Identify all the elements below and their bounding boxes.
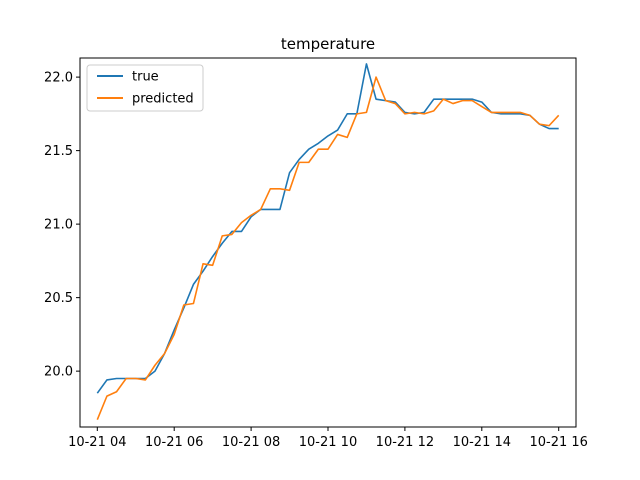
y-tick-label: 22.0 bbox=[44, 71, 73, 86]
x-tick-label: 10-21 04 bbox=[68, 435, 126, 450]
axes-frame bbox=[79, 57, 577, 428]
y-tick-label: 20.5 bbox=[44, 291, 73, 306]
x-tick-label: 10-21 14 bbox=[453, 435, 511, 450]
y-tick-label: 20.0 bbox=[44, 365, 73, 380]
y-tick-label: 21.0 bbox=[44, 218, 73, 233]
legend-label-predicted: predicted bbox=[132, 92, 194, 107]
plot-area bbox=[96, 63, 560, 420]
y-axis: 20.0 20.5 21.0 21.5 22.0 bbox=[44, 71, 80, 380]
legend: true predicted bbox=[86, 64, 204, 112]
x-tick-label: 10-21 10 bbox=[299, 435, 357, 450]
x-axis: 10-21 04 10-21 06 10-21 08 10-21 10 10-21 12… bbox=[68, 427, 588, 450]
y-tick-label: 21.5 bbox=[44, 144, 73, 159]
x-tick-label: 10-21 12 bbox=[376, 435, 434, 450]
legend-label-true: true bbox=[132, 70, 159, 85]
x-tick-label: 10-21 06 bbox=[145, 435, 203, 450]
x-tick-label: 10-21 16 bbox=[529, 435, 587, 450]
series-line-true bbox=[96, 63, 559, 394]
x-tick-label: 10-21 08 bbox=[222, 435, 280, 450]
chart-title: temperature bbox=[281, 35, 375, 53]
series-line-predicted bbox=[96, 76, 560, 420]
